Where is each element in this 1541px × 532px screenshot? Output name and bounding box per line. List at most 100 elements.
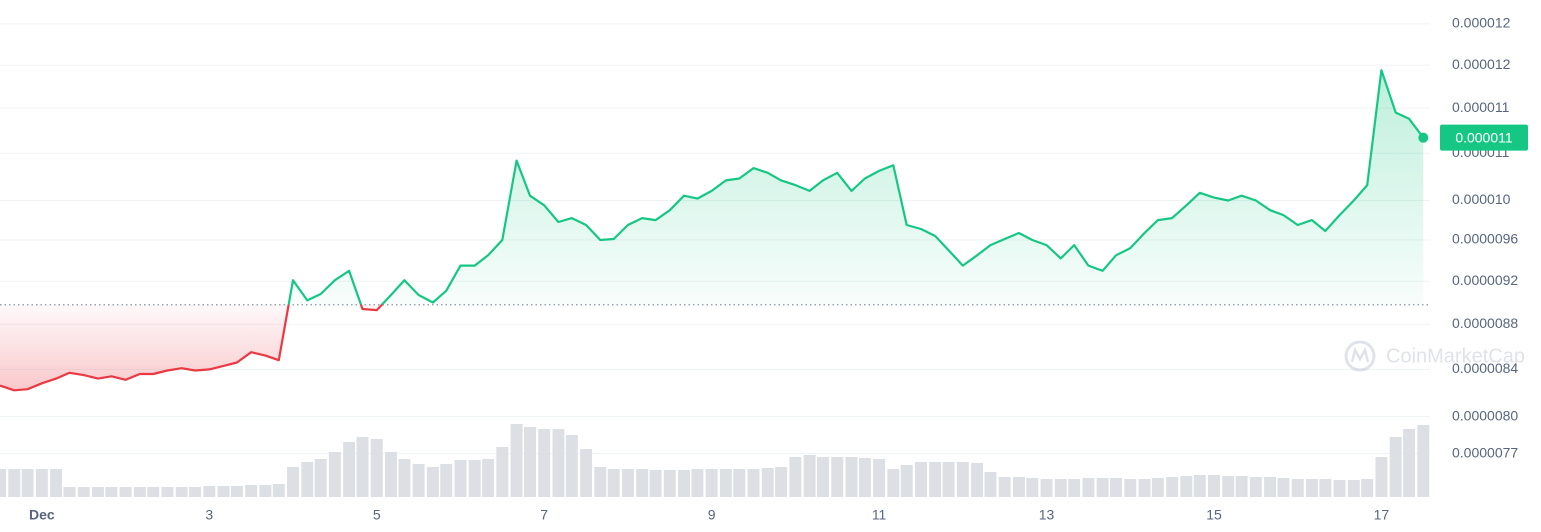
volume-bar [998,477,1011,497]
volume-bar [565,435,578,497]
volume-bar [873,459,886,497]
volume-bar [1096,478,1109,497]
volume-bar [523,427,536,497]
y-tick-label: 0.0000092 [1452,272,1518,288]
volume-bar [552,429,565,497]
volume-bar [175,487,188,497]
volume-bar [929,462,942,497]
plot-area [0,69,1430,497]
x-tick-label: 9 [708,507,716,523]
volume-bar [636,469,649,497]
volume-bar [761,468,774,497]
volume-bar [1277,478,1290,497]
volume-bar [1180,476,1193,497]
volume-bar [189,487,202,497]
volume-bar [1054,479,1067,497]
watermark-text: CoinMarketCap [1386,345,1525,367]
y-tick-label: 0.0000077 [1452,444,1518,460]
x-tick-label: 7 [540,507,548,523]
volume-bar [385,452,397,497]
volume-bar [35,469,48,497]
volume-bar [1319,479,1332,497]
volume-bar [1110,478,1123,497]
price-tag [1440,124,1528,151]
volume-bar [942,462,955,497]
volume-bar [1040,479,1053,497]
x-tick-label: 17 [1374,507,1390,523]
volume-bar [845,457,858,497]
volume-bar [496,447,509,497]
volume-bar [858,458,871,497]
volume-bar [63,487,76,497]
volume-bar [510,424,523,497]
volume-bar [1068,479,1081,497]
volume-bar [1291,479,1304,497]
volume-bar [1347,480,1360,497]
y-tick-label: 0.0000084 [1452,360,1518,376]
watermark-icon [1344,340,1376,372]
volume-bar [161,487,174,497]
volume-bar [719,469,732,497]
volume-bar [1375,457,1388,497]
volume-bar [621,469,634,497]
volume-bar [1333,480,1346,497]
volume-bar [831,457,844,497]
x-tick-label: 15 [1206,507,1222,523]
volume-bar [1305,479,1318,497]
volume-bar [984,472,997,497]
volume-bar [1403,429,1416,497]
volume-bar [747,469,760,497]
volume-bar [398,459,411,497]
volume-bar [1264,477,1277,497]
volume-bar [1151,478,1164,497]
y-tick-label: 0.0000096 [1452,231,1518,247]
volume-bar [0,469,6,497]
watermark-icon-m [1350,346,1370,363]
volume-bar [440,464,453,497]
x-tick-label: 5 [373,507,381,523]
volume-bar [245,485,258,497]
volume-bar [1012,477,1025,497]
volume-bar [217,486,230,497]
volume-bar [203,486,216,497]
volume-bar [1166,477,1179,497]
volume-bar [259,485,272,497]
volume-bar [356,437,369,497]
x-tick-label: 3 [205,507,213,523]
volume-bar [105,487,118,497]
y-tick-label: 0.000012 [1452,56,1511,72]
volume-bar [803,455,816,497]
volume-bar [482,459,495,497]
volume-bar [77,487,90,497]
volume-bar [914,462,927,497]
volume-bar [594,467,607,497]
volume-bar [1138,479,1151,497]
volume-bar [21,469,34,497]
volume-bar [133,487,146,497]
volume-bar [607,469,620,497]
volume-bar [343,442,356,497]
volume-bar [538,429,551,497]
volume-bar [691,469,704,497]
price-area [0,70,1424,391]
volume-bar [1026,478,1039,497]
volume-bar [663,470,676,497]
volume-bar [370,439,383,497]
volume-bar [328,452,341,497]
volume-bar [1193,475,1206,497]
price-line [0,69,1425,392]
price-tag-label: 0.000011 [1455,129,1513,145]
volume-bar [733,469,746,497]
y-tick-label: 0.000012 [1452,15,1511,31]
volume-bar [705,469,718,497]
x-tick-label: Dec [29,507,55,523]
volume-bar [1249,477,1262,497]
volume-bar [272,484,285,497]
x-tick-label: 11 [872,507,887,523]
y-tick-label: 0.000011 [1452,99,1510,115]
volume-bar [426,467,439,497]
volume-bar [1417,425,1430,497]
volume-bar [1235,476,1248,497]
x-tick-label: 13 [1039,507,1055,523]
